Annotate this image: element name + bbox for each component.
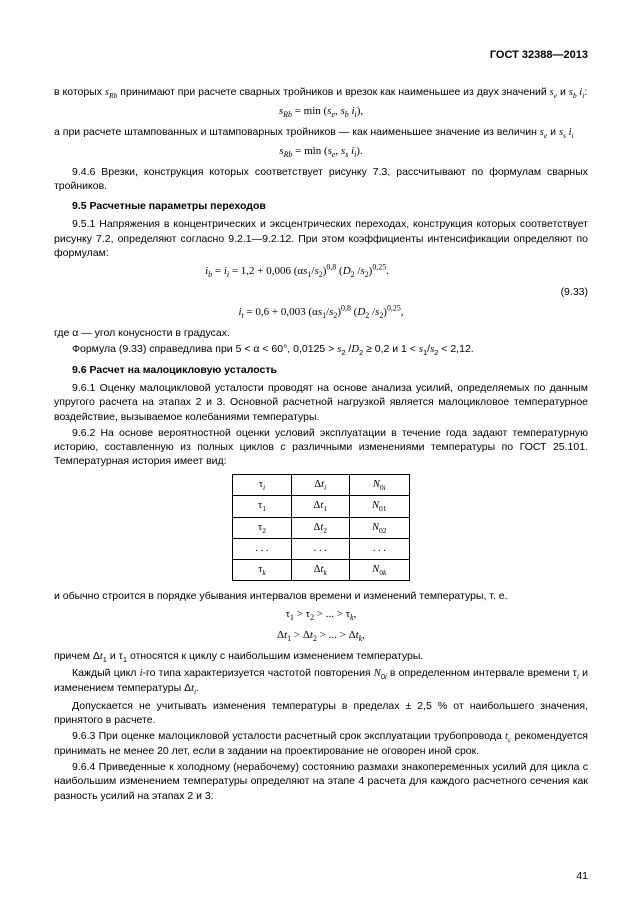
paragraph: причем Δt1 и τ1 относятся к циклу с наиб… — [54, 649, 588, 664]
table-row: τ1Δt1N01 — [233, 496, 409, 517]
formula: it = 0,6 + 0,003 (αs1/s2)0,8 (D2 /s2)0,2… — [54, 305, 588, 320]
paragraph-cycle: Каждый цикл i-го типа характеризуется ча… — [54, 666, 588, 696]
table-cell: . . . — [291, 538, 349, 559]
document-page: ГОСТ 32388—2013 в которых sRb принимают … — [0, 0, 630, 913]
paragraph-951: 9.5.1 Напряжения в концентрических и экс… — [54, 217, 588, 260]
page-number: 41 — [576, 869, 588, 883]
paragraph: в которых sRb принимают при расчете свар… — [54, 85, 588, 100]
section-96-title: 9.6 Расчет на малоцикловую усталость — [54, 363, 588, 377]
formula-dt-order: Δt1 > Δt2 > ... > Δtk, — [54, 628, 588, 643]
table-cell: . . . — [233, 538, 291, 559]
table-cell: N0k — [350, 560, 410, 581]
paragraph-tolerance: Допускается не учитывать изменения темпе… — [54, 699, 588, 727]
table-cell: Δt2 — [291, 517, 349, 538]
table-cell: Δtk — [291, 560, 349, 581]
table-row: . . .. . .. . . — [233, 538, 409, 559]
table-cell: N0i — [350, 475, 410, 496]
table-row: τkΔtkN0k — [233, 560, 409, 581]
table-row: τiΔtiN0i — [233, 475, 409, 496]
formula-933: ib = ii = 1,2 + 0,006 (αs1/s2)0,8 (D2 /s… — [54, 264, 588, 279]
temperature-history-table: τiΔtiN0iτ1Δt1N01τ2Δt2N02. . .. . .. . .τ… — [232, 474, 409, 581]
table-cell: N02 — [350, 517, 410, 538]
formula: sRb = min (se, sb ii), — [54, 104, 588, 119]
paragraph: а при расчете штампованных и штамповарны… — [54, 125, 588, 140]
table-cell: N01 — [350, 496, 410, 517]
paragraph-963: 9.6.3 При оценке малоцикловой усталости … — [54, 729, 588, 758]
section-95-title: 9.5 Расчетные параметры переходов — [54, 199, 588, 213]
table-cell: τi — [233, 475, 291, 496]
paragraph-962: 9.6.2 На основе вероятностной оценки усл… — [54, 426, 588, 469]
paragraph-alpha: где α — угол конусности в градусах. — [54, 326, 588, 340]
paragraph-964: 9.6.4 Приведенные к холодному (нерабочем… — [54, 760, 588, 803]
paragraph-validity: Формула (9.33) справедлива при 5 < α < 6… — [54, 342, 588, 357]
paragraph-961: 9.6.1 Оценку малоцикловой усталости пров… — [54, 381, 588, 424]
table-cell: τk — [233, 560, 291, 581]
table-row: τ2Δt2N02 — [233, 517, 409, 538]
table-cell: . . . — [350, 538, 410, 559]
paragraph-946: 9.4.6 Врезки, конструкция которых соотве… — [54, 165, 588, 193]
paragraph: и обычно строится в порядке убывания инт… — [54, 589, 588, 603]
header-standard-code: ГОСТ 32388—2013 — [54, 48, 588, 63]
table-cell: Δti — [291, 475, 349, 496]
table-cell: Δt1 — [291, 496, 349, 517]
table-cell: τ2 — [233, 517, 291, 538]
table-cell: τ1 — [233, 496, 291, 517]
formula-tau-order: τ1 > τ2 > ... > τk, — [54, 607, 588, 622]
formula: sRb = min (se, ss ii). — [54, 144, 588, 159]
formula-933-num: (9.33) — [54, 285, 588, 299]
